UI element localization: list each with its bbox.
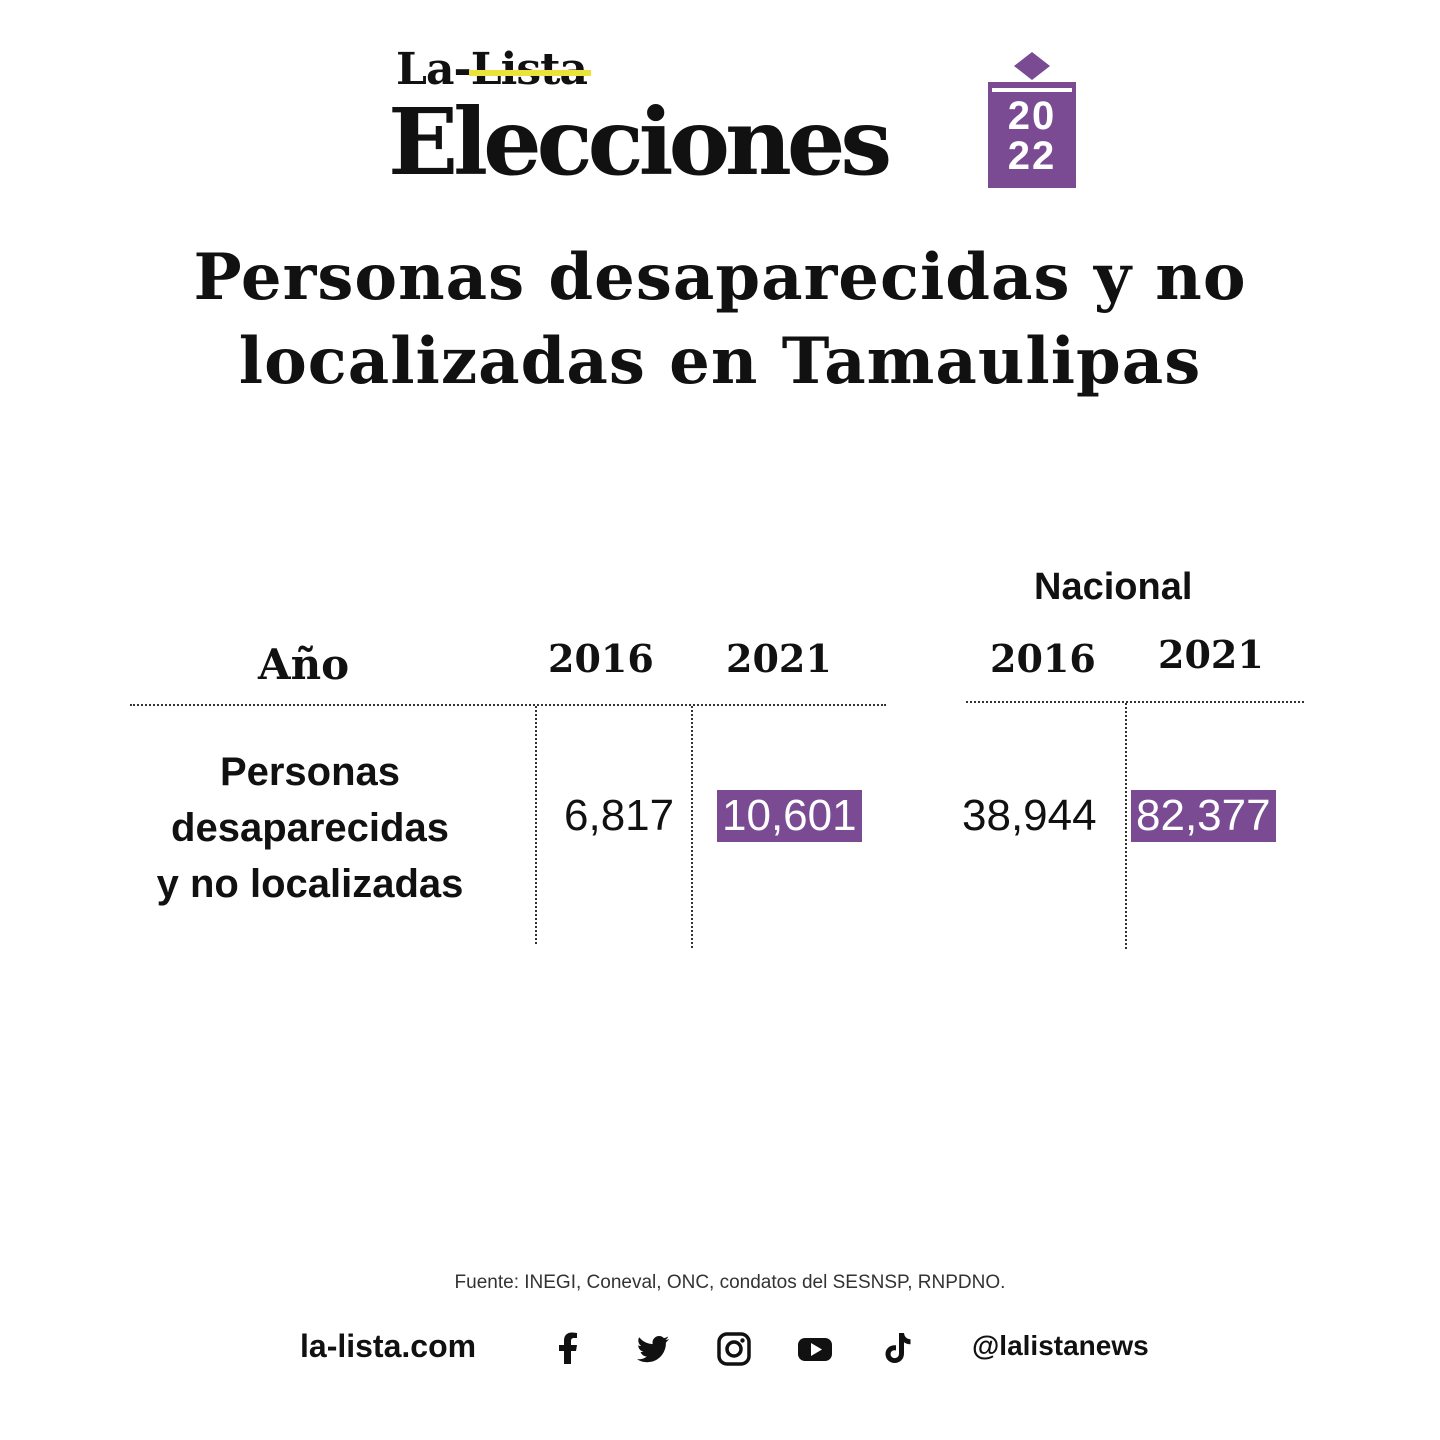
header-divider-left (130, 704, 886, 706)
column-header-tamaulipas-2021: 2021 (726, 636, 832, 681)
social-handle[interactable]: @lalistanews (972, 1330, 1149, 1361)
instagram-icon[interactable] (715, 1330, 753, 1368)
twitter-icon[interactable] (634, 1330, 672, 1368)
youtube-icon[interactable] (796, 1330, 834, 1368)
column-header-tamaulipas-2016: 2016 (548, 636, 654, 681)
column-divider-2 (691, 706, 693, 948)
value-tamaulipas-2021: 10,601 (717, 790, 862, 842)
column-divider-3 (1125, 703, 1127, 949)
brand-prefix: La- (396, 44, 472, 95)
ballot-box-icon (988, 52, 1076, 188)
row-label: Personas desaparecidas y no localizadas (156, 750, 464, 906)
facebook-icon[interactable] (550, 1330, 588, 1368)
brand-logo-name: Elecciones (388, 88, 892, 196)
brand-logo-small: La-Lista (396, 44, 592, 95)
ballot-year: 20 22 (1007, 94, 1057, 178)
value-nacional-2021: 82,377 (1131, 790, 1276, 842)
column-header-nacional-2016: 2016 (990, 636, 1096, 681)
header-divider-right (966, 701, 1304, 703)
column-header-nacional-2021: 2021 (1158, 632, 1264, 677)
page-title: Personas desaparecidas y no localizadas e… (193, 240, 1247, 399)
brand-struck-text: Lista (468, 44, 592, 95)
group-label-nacional: Nacional (1034, 566, 1193, 608)
column-divider-1 (535, 706, 537, 944)
site-link[interactable]: la-lista.com (300, 1328, 477, 1364)
value-tamaulipas-2016: 6,817 (564, 791, 675, 840)
tiktok-icon[interactable] (879, 1330, 917, 1368)
source-note: Fuente: INEGI, Coneval, ONC, condatos de… (454, 1272, 1006, 1293)
row-header-year: Año (258, 640, 350, 689)
value-nacional-2016: 38,944 (962, 791, 1097, 840)
